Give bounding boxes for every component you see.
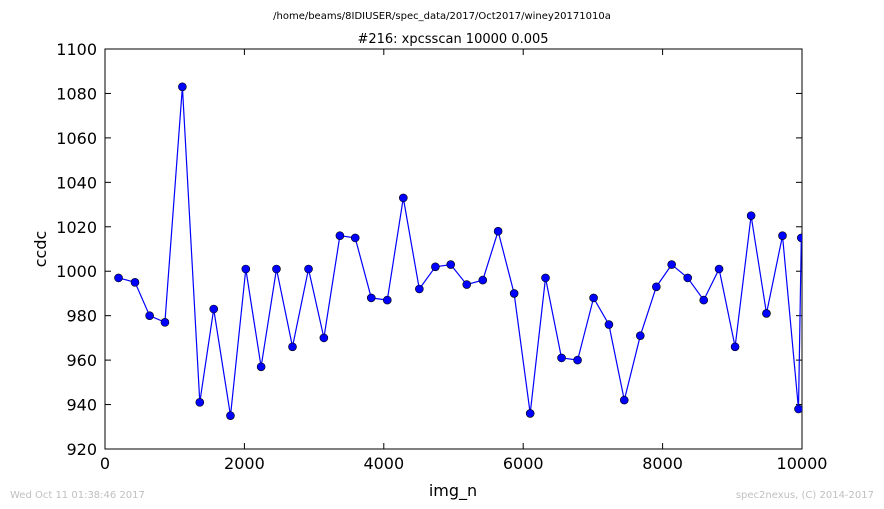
data-point	[195, 398, 205, 407]
data-point	[209, 304, 219, 314]
data-point	[714, 264, 724, 274]
footer-credit: spec2nexus, (C) 2014-2017	[735, 490, 874, 501]
data-point	[130, 278, 140, 287]
data-point	[619, 395, 629, 405]
data-point	[683, 273, 692, 283]
x-tick-label: 10000	[777, 454, 828, 473]
chart-title: #216: xpcsscan 10000 0.005	[357, 32, 548, 47]
x-tick-label: 0	[100, 454, 110, 473]
data-point	[652, 282, 661, 292]
data-point	[604, 320, 614, 329]
data-point	[557, 353, 566, 363]
x-tick-label: 4000	[363, 454, 404, 473]
y-tick-label: 1020	[56, 218, 97, 237]
data-point	[794, 404, 802, 414]
data-point	[226, 411, 235, 420]
data-point	[509, 289, 519, 298]
data-point	[446, 260, 456, 269]
x-tick-label: 6000	[503, 454, 544, 473]
data-point	[399, 193, 408, 203]
data-point	[462, 280, 472, 289]
data-point	[699, 295, 709, 305]
data-point	[525, 409, 535, 418]
data-point	[762, 309, 771, 318]
data-point	[635, 331, 645, 340]
data-point	[335, 231, 345, 240]
y-axis-label: ccdc	[31, 231, 50, 268]
y-tick-label: 1040	[56, 173, 97, 192]
data-point	[256, 362, 266, 372]
data-point	[573, 355, 582, 365]
y-tick-label: 1100	[56, 40, 97, 59]
data-point	[415, 284, 424, 294]
data-point	[730, 342, 740, 352]
data-point	[589, 293, 598, 303]
data-point	[493, 226, 503, 236]
data-point	[319, 333, 329, 343]
y-tick-label: 1060	[56, 129, 97, 148]
data-point	[478, 275, 488, 285]
footer-timestamp: Wed Oct 11 01:38:46 2017	[10, 490, 145, 501]
data-point	[272, 264, 281, 274]
data-point	[304, 264, 313, 274]
data-point	[178, 82, 187, 92]
data-point	[797, 233, 802, 243]
data-point	[431, 262, 440, 272]
x-tick-label: 2000	[224, 454, 265, 473]
x-axis-label: img_n	[429, 481, 477, 501]
x-tick-label: 8000	[642, 454, 683, 473]
data-point	[288, 342, 297, 352]
y-tick-label: 960	[66, 351, 97, 370]
data-point	[746, 211, 756, 220]
chart-suptitle: /home/beams/8IDIUSER/spec_data/2017/Oct2…	[273, 11, 611, 22]
data-point	[667, 260, 676, 269]
series-line	[118, 86, 802, 416]
plot-area: 0 2000 4000 6000 8000 10000 920 940 960 980 1000 10…	[56, 40, 827, 473]
data-point	[541, 273, 550, 283]
plot-frame	[104, 48, 803, 450]
y-tick-label: 920	[66, 440, 97, 459]
data-point	[382, 295, 392, 305]
data-point	[145, 311, 154, 320]
y-tick-label: 940	[66, 396, 97, 415]
data-point	[366, 293, 376, 303]
data-point	[160, 318, 170, 327]
y-tick-label: 980	[66, 307, 97, 326]
y-tick-label: 1080	[56, 84, 97, 103]
data-point	[114, 273, 123, 283]
data-point	[778, 231, 787, 240]
y-tick-label: 1000	[56, 262, 97, 281]
data-point	[350, 233, 360, 243]
data-point	[241, 264, 251, 274]
